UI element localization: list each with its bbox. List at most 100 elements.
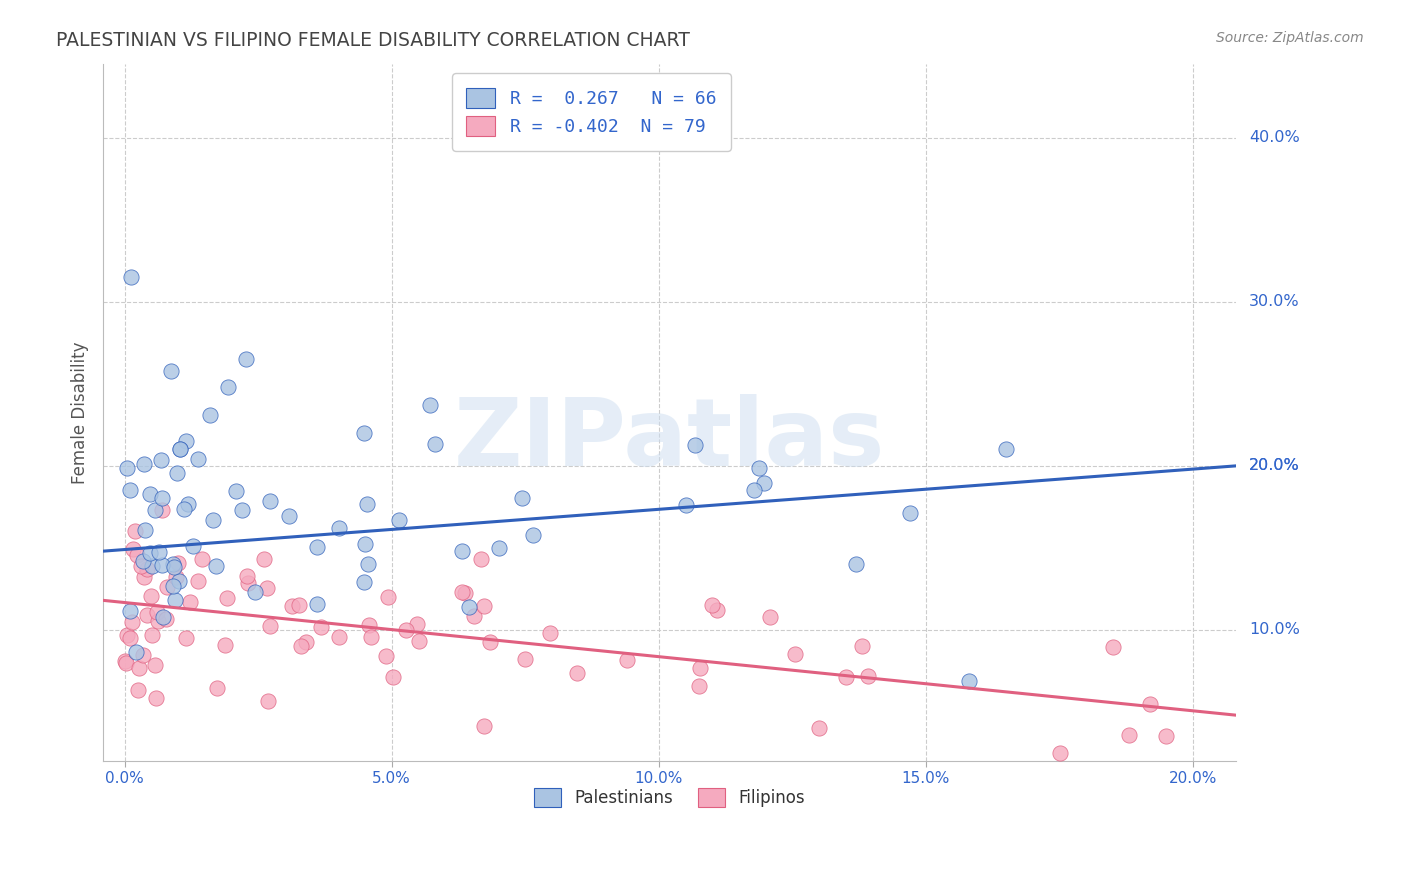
Point [328,630,350,644]
Point [141,559,163,574]
Point [236,576,259,591]
Point [225,483,247,498]
Point [510,491,533,505]
Point [125,548,148,562]
Point [146,614,169,628]
Point [515,652,537,666]
Point [395,623,418,637]
Point [156,580,179,594]
Point [204,558,226,573]
Text: 20.0%: 20.0% [1250,458,1301,474]
Point [290,639,312,653]
Point [236,569,259,583]
Point [309,620,332,634]
Point [136,607,159,622]
Point [957,673,980,688]
Point [150,558,173,573]
Point [470,551,492,566]
Text: Source: ZipAtlas.com: Source: ZipAtlas.com [1216,31,1364,45]
Point [995,442,1018,457]
Point [162,579,184,593]
Point [856,669,879,683]
Point [538,626,561,640]
Point [139,590,162,604]
Point [278,508,301,523]
Point [565,666,588,681]
Point [259,494,281,508]
Point [454,586,477,600]
Point [472,599,495,613]
Point [124,524,146,539]
Point [253,552,276,566]
Point [388,513,411,527]
Point [382,670,405,684]
Text: 40.0%: 40.0% [1250,130,1301,145]
Point [451,585,474,599]
Point [165,569,187,583]
Point [281,599,304,613]
Point [295,635,318,649]
Point [851,639,873,653]
Point [1118,728,1140,742]
Point [463,609,485,624]
Point [748,461,770,475]
Point [187,574,209,588]
Legend: Palestinians, Filipinos: Palestinians, Filipinos [526,780,813,815]
Point [375,648,398,663]
Point [835,670,858,684]
Point [243,584,266,599]
Point [1139,697,1161,711]
Point [488,541,510,555]
Point [1156,730,1178,744]
Point [683,438,706,452]
Point [688,679,710,693]
Point [150,502,173,516]
Point [706,603,728,617]
Point [423,437,446,451]
Point [125,645,148,659]
Point [200,408,222,422]
Point [307,597,329,611]
Point [702,598,724,612]
Point [177,497,200,511]
Point [163,559,186,574]
Point [176,434,198,449]
Point [215,591,238,605]
Point [179,595,201,609]
Point [141,628,163,642]
Point [235,352,257,367]
Point [1102,640,1125,655]
Point [115,657,138,671]
Point [127,682,149,697]
Point [256,694,278,708]
Point [132,569,155,583]
Point [742,483,765,498]
Point [135,562,157,576]
Point [143,503,166,517]
Point [808,721,831,735]
Point [118,604,141,618]
Point [132,457,155,471]
Point [328,521,350,535]
Point [129,558,152,573]
Point [166,556,188,570]
Point [405,616,427,631]
Point [191,552,214,566]
Text: PALESTINIAN VS FILIPINO FEMALE DISABILITY CORRELATION CHART: PALESTINIAN VS FILIPINO FEMALE DISABILIT… [56,31,690,50]
Point [132,648,155,662]
Point [139,546,162,560]
Point [152,609,174,624]
Point [783,647,806,661]
Point [474,719,496,733]
Point [173,501,195,516]
Point [479,635,502,649]
Point [114,654,136,668]
Point [752,475,775,490]
Point [759,610,782,624]
Point [128,661,150,675]
Point [120,483,142,498]
Point [122,542,145,557]
Point [231,503,253,517]
Point [256,582,278,596]
Point [202,513,225,527]
